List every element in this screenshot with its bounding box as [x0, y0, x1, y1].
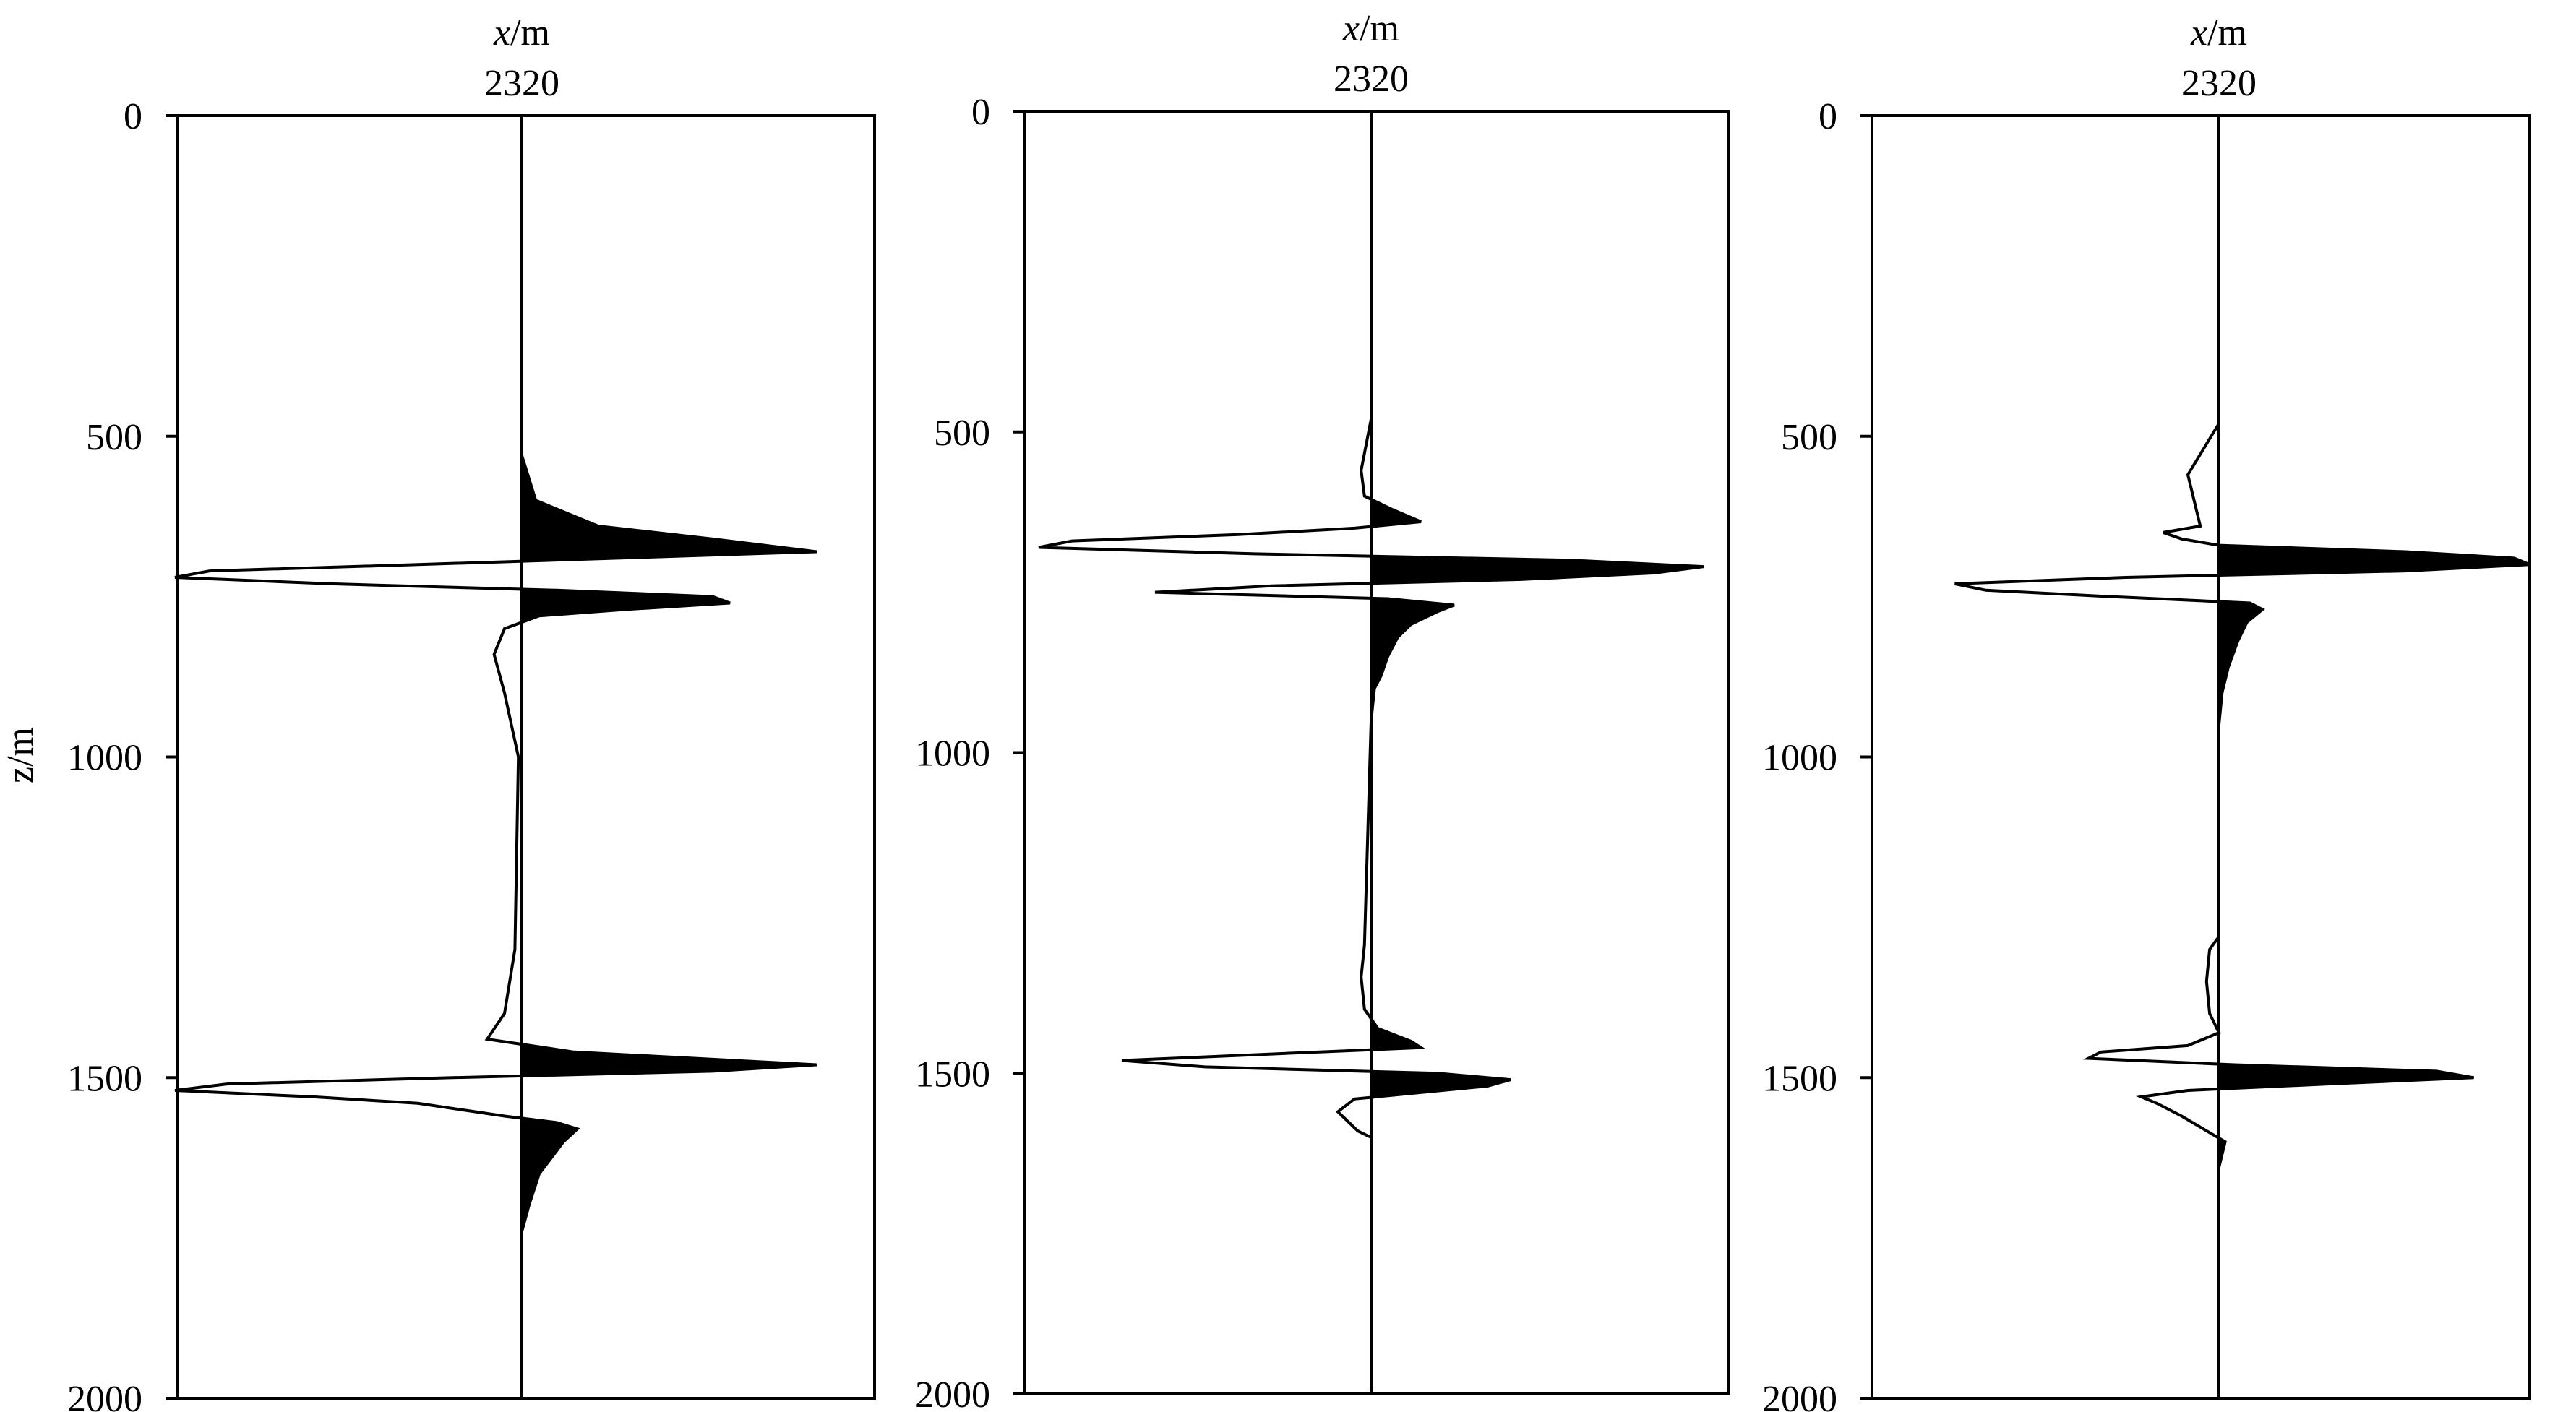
trace-panel: x/m 2320 0 500 1000 1500 2000 [915, 8, 1730, 1412]
trace-panels: x/m 2320 0 500 1000 1500 2000 x/m 2320 0 500 1000 15… [67, 8, 2531, 1412]
trace-panel: x/m 2320 0 500 1000 1500 2000 [1762, 12, 2531, 1412]
y-tick-label: 500 [1781, 417, 1837, 458]
y-tick-label: 1000 [915, 733, 990, 775]
trace-panel: x/m 2320 0 500 1000 1500 2000 [67, 12, 876, 1412]
x-axis-label: x/m [493, 12, 550, 53]
y-tick-label: 1500 [67, 1058, 142, 1099]
y-tick-label: 500 [86, 417, 142, 458]
positive-fill [521, 455, 817, 1232]
y-tick-label: 2000 [67, 1379, 142, 1412]
trace-wiggle [174, 455, 817, 1232]
trace-wiggle [1954, 353, 2530, 1168]
y-tick-label: 2000 [915, 1374, 990, 1412]
plot-frame [1023, 110, 1730, 1395]
plot-frame [1871, 114, 2531, 1400]
trace-position-label: 2320 [1334, 59, 1409, 100]
y-tick-label: 0 [971, 92, 990, 133]
trace-position-label: 2320 [484, 63, 559, 104]
y-axis-title: z/m [0, 727, 41, 783]
y-tick-label: 1500 [1762, 1058, 1837, 1099]
y-tick-label: 1000 [1762, 738, 1837, 779]
x-axis-label: x/m [2190, 12, 2247, 53]
y-tick-label: 0 [1819, 96, 1837, 137]
y-tick-label: 1000 [67, 738, 142, 779]
y-tick-label: 2000 [1762, 1379, 1837, 1412]
positive-fill [1370, 498, 1704, 1098]
x-axis-label: x/m [1342, 8, 1399, 49]
y-tick-label: 0 [124, 96, 142, 137]
y-tick-label: 500 [934, 413, 990, 454]
y-tick-label: 1500 [915, 1054, 990, 1095]
positive-fill [2218, 544, 2530, 1168]
trace-position-label: 2320 [2181, 63, 2257, 104]
